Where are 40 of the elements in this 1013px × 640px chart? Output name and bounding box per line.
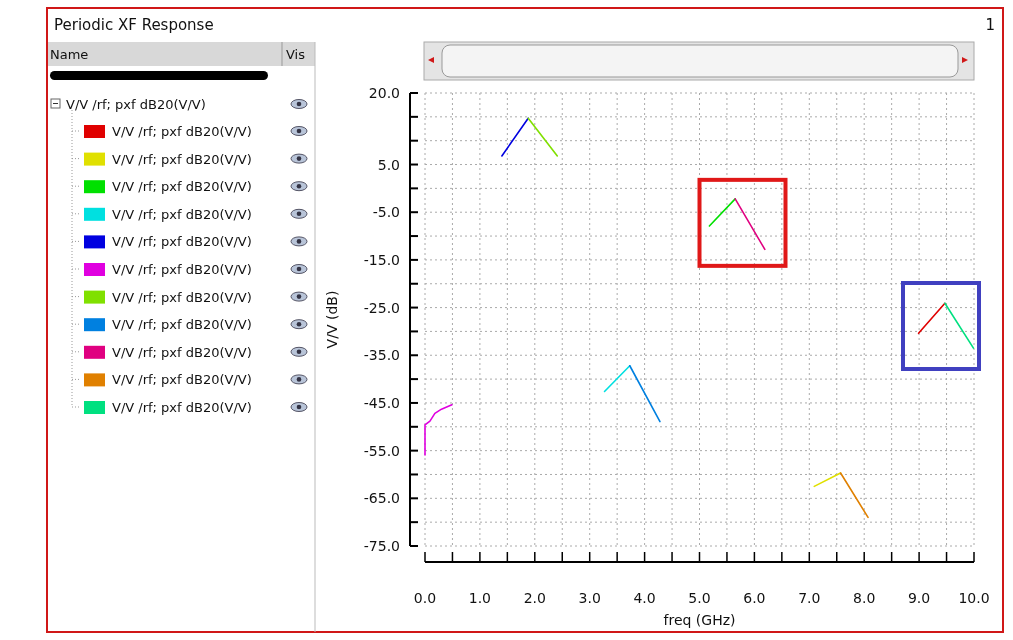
legend-label: V/V /rf; pxf dB20(V/V) [112,344,252,360]
legend-label: V/V /rf; pxf dB20(V/V) [112,151,252,167]
legend-label: V/V /rf; pxf dB20(V/V) [112,289,252,305]
x-tick-label: 10.0 [958,590,990,606]
legend-label: V/V /rf; pxf dB20(V/V) [112,262,252,277]
y-tick-label: -5.0 [372,204,400,221]
x-tick-label: 9.0 [907,590,931,606]
y-tick-label: 20.0 [368,85,400,101]
text: 1 [985,16,995,34]
line-series [424,404,453,456]
x-tick-label: 0.0 [413,590,437,606]
legend-label: V/V /rf; pxf dB20(V/V) [112,234,252,250]
y-tick-label: -45.0 [363,394,400,411]
x-tick-label: 4.0 [633,590,656,606]
y-tick-label: -35.0 [363,347,400,364]
text: V/V /rf; pxf dB20(V/V) [66,97,206,112]
y-tick-label: 5.0 [377,156,400,173]
y-tick-label: -25.0 [363,299,400,316]
legend-label: V/V /rf; pxf dB20(V/V) [112,179,252,195]
legend-label: V/V /rf; pxf dB20(V/V) [112,372,252,388]
text: Periodic XF Response [54,16,214,34]
legend-label: V/V /rf; pxf dB20(V/V) [112,206,252,222]
x-axis-title: freq (GHz) [663,612,736,628]
legend-label: V/V /rf; pxf dB20(V/V) [112,124,252,139]
x-tick-label: 3.0 [578,590,601,606]
x-tick-label: 6.0 [743,590,766,606]
y-tick-label: -15.0 [363,251,400,268]
y-tick-label: -75.0 [363,538,400,554]
y-axis-title: V/V (dB) [324,290,340,349]
y-tick-label: -55.0 [363,442,400,459]
text: Vis [286,47,306,62]
text: Name [50,47,89,62]
x-tick-label: 8.0 [853,590,876,606]
legend-label: V/V /rf; pxf dB20(V/V) [112,317,252,333]
x-tick-label: 1.0 [468,590,492,606]
x-tick-label: 5.0 [688,590,711,606]
y-tick-label: -65.0 [363,490,400,507]
legend-label: V/V /rf; pxf dB20(V/V) [112,400,252,415]
x-tick-label: 7.0 [798,590,821,606]
x-tick-label: 2.0 [523,590,546,606]
